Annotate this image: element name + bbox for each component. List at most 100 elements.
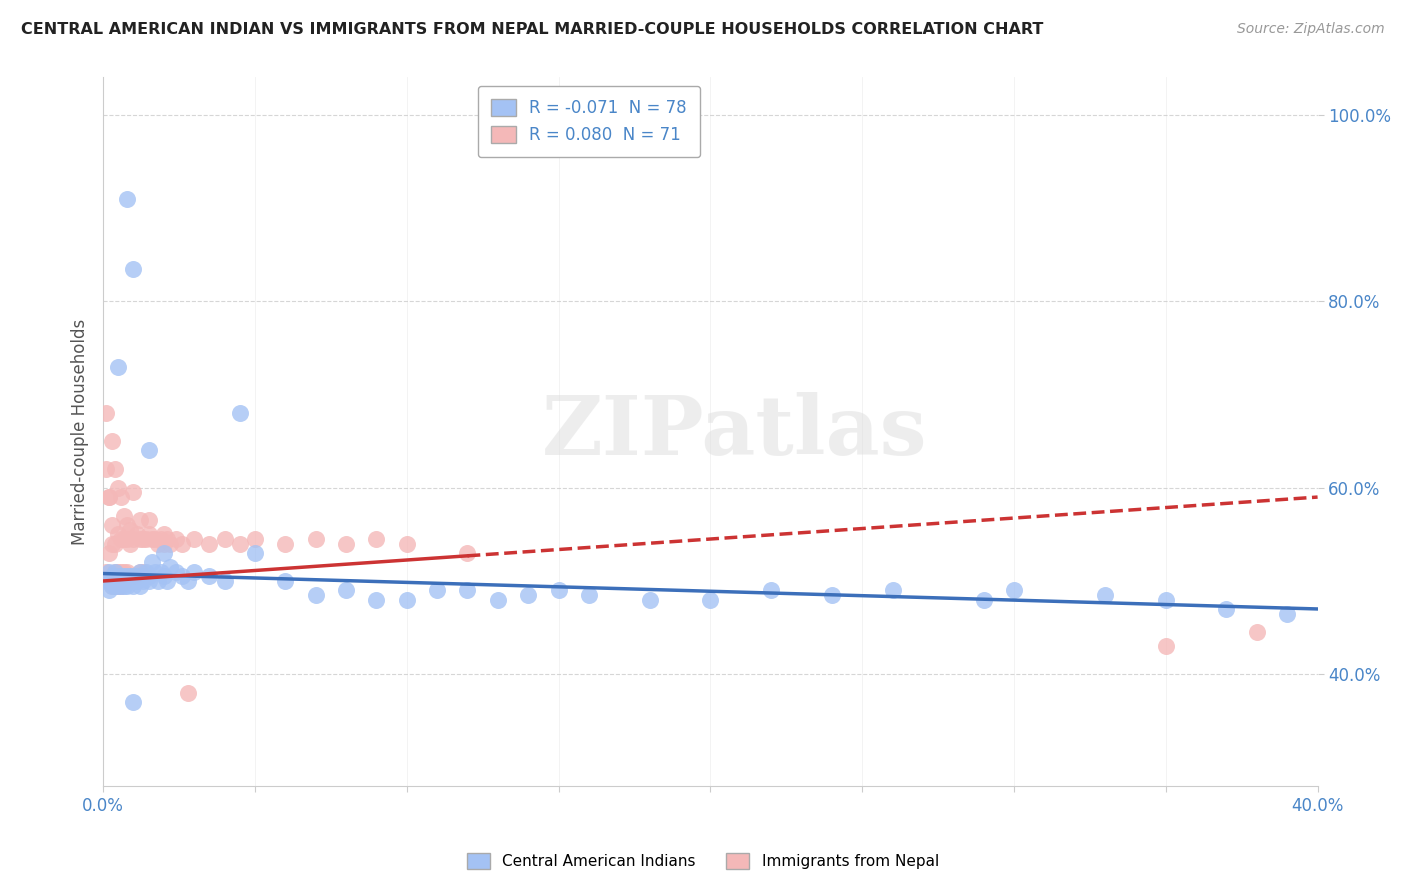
Point: [101, 434, 124, 449]
Point: [159, 560, 181, 574]
Point: [101, 537, 124, 551]
Point: [131, 532, 153, 546]
Point: [335, 583, 357, 598]
Point: [117, 579, 139, 593]
Point: [486, 592, 509, 607]
Point: [149, 532, 172, 546]
Point: [1215, 602, 1237, 616]
Point: [112, 579, 135, 593]
Point: [117, 565, 139, 579]
Point: [821, 588, 844, 602]
Point: [243, 546, 266, 560]
Point: [122, 579, 145, 593]
Point: [274, 574, 297, 588]
Point: [112, 508, 135, 523]
Point: [96, 574, 118, 588]
Point: [122, 574, 145, 588]
Point: [141, 555, 163, 569]
Point: [107, 574, 129, 588]
Point: [104, 579, 127, 593]
Point: [128, 565, 150, 579]
Point: [110, 574, 132, 588]
Point: [156, 532, 179, 546]
Point: [138, 527, 160, 541]
Point: [699, 592, 721, 607]
Point: [426, 583, 449, 598]
Point: [125, 574, 148, 588]
Point: [366, 532, 388, 546]
Point: [135, 532, 157, 546]
Point: [110, 579, 132, 593]
Point: [198, 569, 221, 583]
Point: [177, 686, 200, 700]
Point: [107, 579, 129, 593]
Point: [104, 537, 127, 551]
Legend: R = -0.071  N = 78, R = 0.080  N = 71: R = -0.071 N = 78, R = 0.080 N = 71: [478, 86, 700, 157]
Text: Source: ZipAtlas.com: Source: ZipAtlas.com: [1237, 22, 1385, 37]
Point: [305, 588, 328, 602]
Point: [112, 574, 135, 588]
Point: [1094, 588, 1116, 602]
Point: [120, 523, 142, 537]
Point: [110, 579, 132, 593]
Point: [117, 574, 139, 588]
Point: [98, 574, 121, 588]
Point: [104, 574, 127, 588]
Point: [98, 565, 121, 579]
Point: [117, 518, 139, 533]
Point: [156, 574, 179, 588]
Point: [146, 537, 169, 551]
Point: [214, 574, 236, 588]
Point: [274, 537, 297, 551]
Point: [107, 569, 129, 583]
Point: [122, 569, 145, 583]
Point: [122, 485, 145, 500]
Point: [112, 574, 135, 588]
Point: [101, 569, 124, 583]
Point: [131, 569, 153, 583]
Point: [366, 592, 388, 607]
Point: [110, 490, 132, 504]
Point: [122, 695, 145, 709]
Point: [101, 518, 124, 533]
Text: CENTRAL AMERICAN INDIAN VS IMMIGRANTS FROM NEPAL MARRIED-COUPLE HOUSEHOLDS CORRE: CENTRAL AMERICAN INDIAN VS IMMIGRANTS FR…: [21, 22, 1043, 37]
Point: [159, 537, 181, 551]
Point: [117, 569, 139, 583]
Point: [395, 537, 418, 551]
Point: [138, 569, 160, 583]
Point: [229, 537, 252, 551]
Point: [143, 565, 166, 579]
Point: [120, 574, 142, 588]
Point: [125, 527, 148, 541]
Point: [101, 574, 124, 588]
Point: [98, 490, 121, 504]
Point: [128, 532, 150, 546]
Point: [198, 537, 221, 551]
Point: [138, 574, 160, 588]
Point: [517, 588, 540, 602]
Point: [153, 527, 176, 541]
Point: [170, 569, 193, 583]
Point: [125, 569, 148, 583]
Point: [153, 537, 176, 551]
Point: [107, 579, 129, 593]
Point: [165, 532, 187, 546]
Point: [638, 592, 661, 607]
Point: [120, 569, 142, 583]
Point: [96, 462, 118, 476]
Point: [117, 574, 139, 588]
Point: [335, 537, 357, 551]
Point: [456, 546, 478, 560]
Point: [146, 574, 169, 588]
Point: [101, 579, 124, 593]
Point: [128, 513, 150, 527]
Point: [107, 359, 129, 374]
Point: [882, 583, 904, 598]
Text: ZIPatlas: ZIPatlas: [541, 392, 928, 472]
Point: [98, 546, 121, 560]
Point: [135, 565, 157, 579]
Point: [1246, 625, 1268, 640]
Point: [170, 537, 193, 551]
Point: [141, 532, 163, 546]
Point: [138, 513, 160, 527]
